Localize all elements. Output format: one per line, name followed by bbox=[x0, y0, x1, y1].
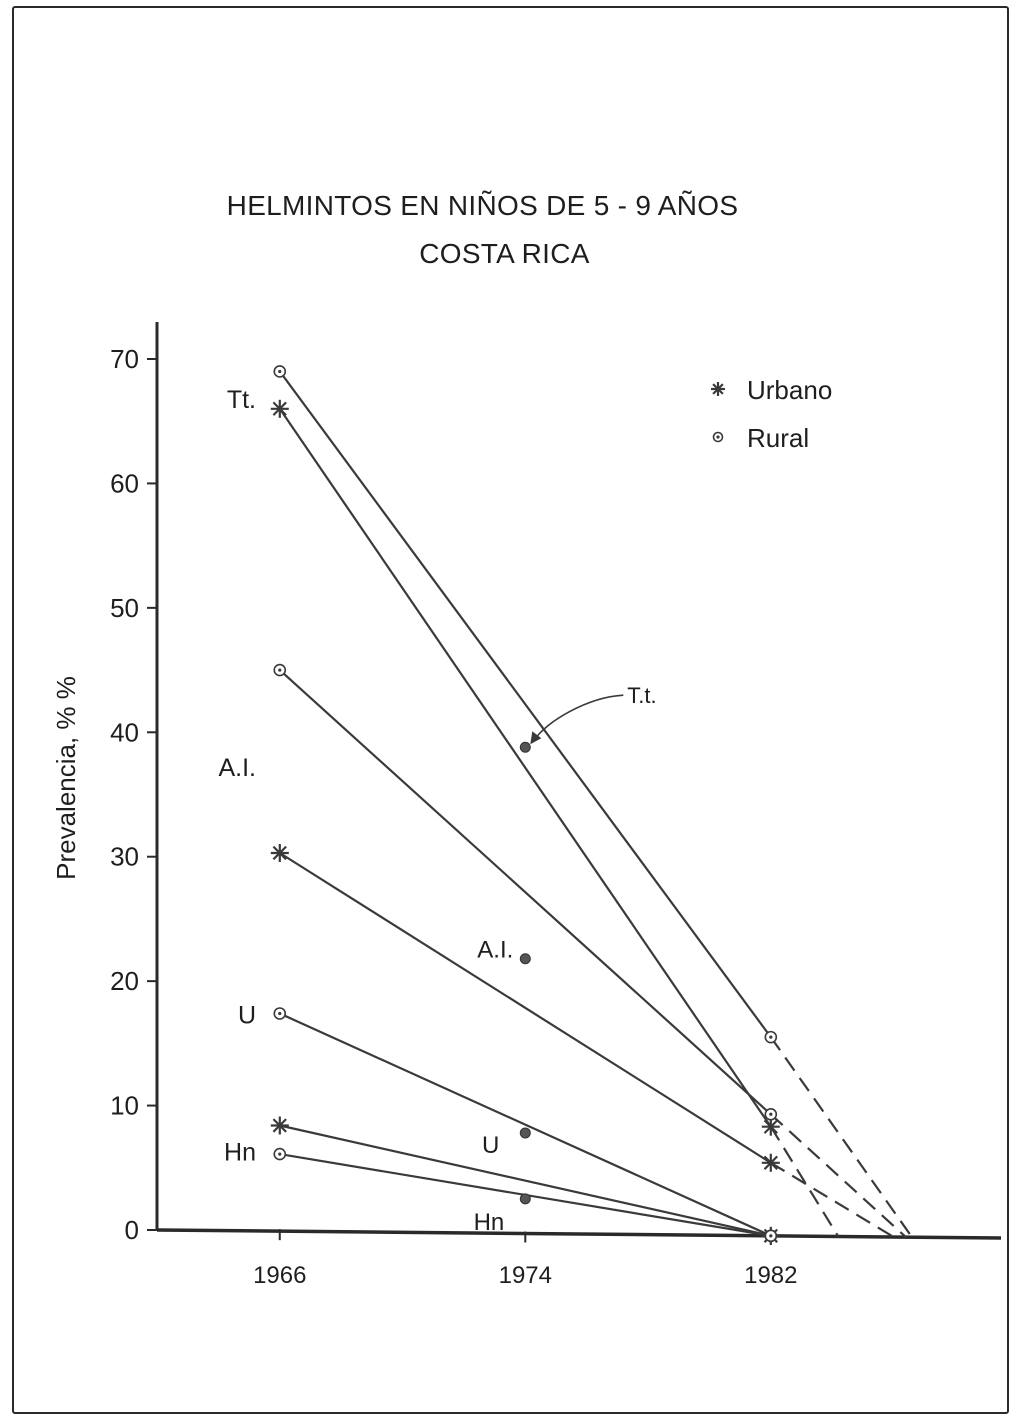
legend-label: Urbano bbox=[747, 375, 832, 405]
rural-marker bbox=[273, 365, 287, 378]
y-ticks: 0 10 20 30 40 50 60 70 bbox=[110, 344, 157, 1245]
markers bbox=[270, 365, 780, 1245]
y-tick-label: 30 bbox=[110, 842, 139, 872]
x-axis bbox=[156, 1228, 1002, 1240]
series-label: A.I. bbox=[218, 754, 256, 782]
series-line bbox=[279, 1124, 772, 1237]
y-tick-label: 50 bbox=[110, 593, 139, 623]
points-1974: T.t. A.I. U Hn bbox=[474, 683, 657, 1236]
rural-marker bbox=[273, 1147, 287, 1161]
series-labels: Tt. A.I. U Hn bbox=[218, 386, 256, 1167]
series-line bbox=[279, 852, 772, 1164]
y-tick-label: 60 bbox=[110, 468, 139, 498]
point-1974 bbox=[519, 1193, 531, 1205]
point-1974 bbox=[519, 953, 531, 965]
arrow-head bbox=[530, 731, 542, 745]
point-1974 bbox=[519, 741, 531, 753]
rural-marker bbox=[764, 1107, 778, 1121]
urbano-marker bbox=[270, 399, 289, 418]
axes bbox=[155, 322, 1002, 1240]
y-tick-label: 20 bbox=[110, 966, 139, 996]
point-1974-label: A.I. bbox=[477, 937, 513, 964]
point-1974 bbox=[519, 1127, 531, 1139]
urbano-marker bbox=[270, 844, 289, 862]
urbano-marker bbox=[761, 1117, 780, 1136]
urbano-marker bbox=[761, 1153, 780, 1172]
series-label: Tt. bbox=[227, 386, 256, 414]
point-1974-label: U bbox=[482, 1132, 499, 1159]
rural-marker bbox=[273, 663, 287, 677]
figure-frame bbox=[12, 6, 1009, 1414]
series-label: Hn bbox=[224, 1139, 256, 1167]
series-line bbox=[279, 1012, 772, 1237]
series-line bbox=[278, 408, 772, 1128]
point-1974-label: T.t. bbox=[627, 683, 656, 708]
y-tick-label: 10 bbox=[110, 1091, 139, 1121]
y-tick-label: 0 bbox=[125, 1215, 139, 1245]
legend-rural-marker bbox=[712, 431, 724, 443]
x-tick-label: 1966 bbox=[253, 1262, 306, 1289]
projection-line bbox=[769, 1036, 913, 1238]
point-1974-label: Hn bbox=[474, 1209, 505, 1236]
arrow-line bbox=[533, 694, 624, 741]
projection-line bbox=[770, 1113, 907, 1238]
y-axis-label: Prevalencia, % % bbox=[51, 676, 81, 880]
projection-line bbox=[770, 1161, 895, 1238]
rural-marker bbox=[273, 1007, 287, 1020]
rural-marker bbox=[764, 1030, 778, 1044]
y-tick-label: 70 bbox=[110, 344, 139, 374]
series-line bbox=[279, 669, 772, 1116]
projection-line bbox=[769, 1126, 840, 1238]
rural-marker bbox=[764, 1229, 778, 1243]
y-tick-label: 40 bbox=[110, 717, 139, 747]
chart-subtitle: COSTA RICA bbox=[419, 238, 590, 269]
chart-title: HELMINTOS EN NIÑOS DE 5 - 9 AÑOS bbox=[226, 190, 739, 221]
projection-lines bbox=[769, 1036, 913, 1238]
legend: Urbano Rural bbox=[711, 375, 832, 453]
series-lines bbox=[278, 370, 772, 1237]
legend-urbano-marker bbox=[711, 382, 725, 396]
legend-label: Rural bbox=[747, 423, 809, 453]
series-label: U bbox=[238, 1002, 256, 1030]
series-line bbox=[278, 370, 772, 1038]
urbano-marker bbox=[270, 1116, 289, 1135]
x-ticks: 1966 1974 1982 bbox=[253, 1229, 798, 1289]
x-tick-label: 1974 bbox=[499, 1262, 552, 1289]
x-tick-label: 1982 bbox=[744, 1262, 797, 1289]
